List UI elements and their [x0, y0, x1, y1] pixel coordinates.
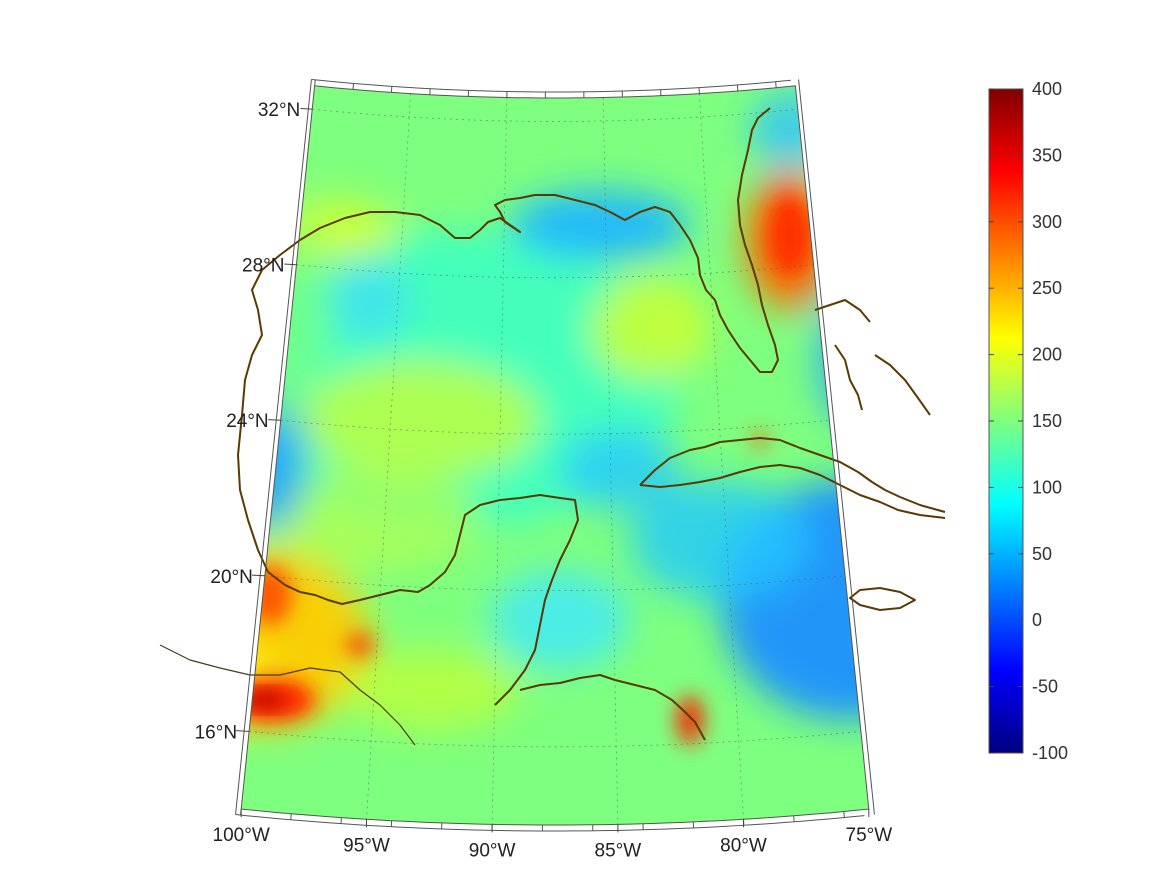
frame-tick: [843, 811, 845, 818]
lat-label: 32°N: [258, 100, 300, 121]
lon-gridline: [491, 97, 508, 825]
lat-tick: [284, 263, 297, 266]
lon-gridline: [366, 93, 412, 820]
map-frame: [235, 78, 875, 832]
colorbar-tick-label: 400: [1032, 79, 1062, 99]
longitude-labels: 100°W 95°W 90°W 85°W 80°W 75°W: [213, 809, 893, 861]
colorbar-tick-label: 200: [1032, 345, 1062, 365]
lat-label: 16°N: [195, 722, 237, 743]
colorbar-tick-label: 150: [1032, 411, 1062, 431]
outer-frame-left: [235, 79, 312, 815]
colorbar-tick-label: -50: [1032, 677, 1058, 697]
lat-tick: [300, 108, 313, 110]
lat-label: 24°N: [226, 411, 268, 432]
lat-gridline: [249, 730, 861, 748]
colorbar-tick-label: -100: [1032, 743, 1068, 763]
outer-frame-top: [311, 78, 791, 93]
mexico-coastline: [267, 494, 579, 706]
central-america-coastline: [519, 674, 706, 741]
lat-tick: [235, 730, 250, 732]
colorbar-tick-label: 50: [1032, 544, 1052, 564]
frame-tick: [314, 79, 316, 86]
frame-tick: [352, 83, 355, 90]
lon-label: 80°W: [720, 835, 767, 856]
lon-label: 95°W: [343, 835, 390, 856]
lon-label: 90°W: [469, 840, 516, 861]
colorbar-gradient: [988, 88, 1024, 754]
latitude-labels: 32°N 28°N 24°N 20°N 16°N: [195, 100, 313, 743]
jamaica-coastline: [849, 587, 916, 611]
bahamas-islands: [814, 299, 931, 416]
field-hotspot-cores: [247, 692, 283, 708]
cuba-coastline: [639, 437, 946, 519]
outer-frame-right: [798, 79, 875, 815]
lon-gridline: [698, 93, 744, 820]
us-gulf-coastline: [237, 107, 779, 573]
lat-gridline: [280, 419, 830, 435]
colorbar-tick-label: 100: [1032, 477, 1062, 497]
lat-label: 20°N: [210, 567, 252, 588]
lat-label: 28°N: [242, 256, 284, 277]
coastlines: [159, 107, 946, 746]
colorbar-tick-label: 250: [1032, 278, 1062, 298]
lon-label: 100°W: [213, 825, 270, 846]
lon-label: 85°W: [595, 840, 642, 861]
colorbar: 400 350 300 250 200 150 100 50 0 -50 -100: [988, 79, 1068, 763]
border-line: [159, 644, 416, 746]
lon-label: 75°W: [846, 825, 893, 846]
lon-gridline: [602, 97, 619, 825]
outer-frame-bottom: [235, 814, 865, 832]
colorbar-tick-label: 350: [1032, 145, 1062, 165]
colorbar-tick-label: 300: [1032, 212, 1062, 232]
lat-gridline: [264, 575, 846, 591]
frame-tick: [290, 813, 292, 820]
frame-tick: [775, 81, 777, 88]
lat-tick: [268, 419, 281, 421]
colorbar-ticks: 400 350 300 250 200 150 100 50 0 -50 -100: [989, 79, 1068, 763]
gridlines: [249, 93, 861, 825]
colorbar-tick-label: 0: [1032, 610, 1042, 630]
lat-gridline: [296, 264, 814, 279]
lat-tick: [251, 574, 265, 577]
